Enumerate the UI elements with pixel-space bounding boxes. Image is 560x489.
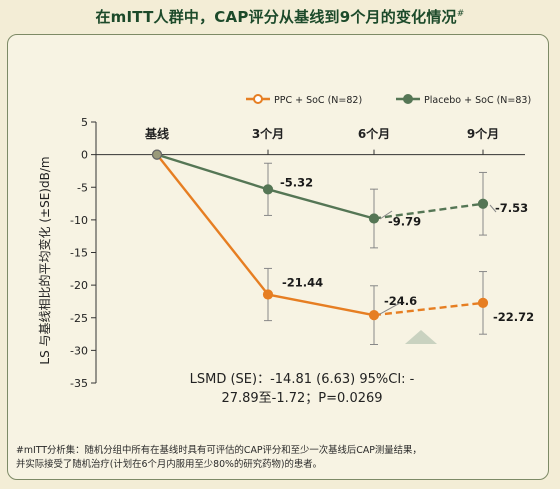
title-footnote-mark: # (456, 9, 465, 19)
legend-entry-label: PPC + SoC (N=82) (274, 95, 362, 106)
y-tick-label: -10 (70, 214, 88, 227)
data-label: -5.32 (280, 175, 313, 189)
data-label: -9.79 (388, 215, 421, 229)
chart-panel (7, 34, 549, 480)
legend-swatch-marker (403, 94, 413, 104)
x-category-label: 9个月 (467, 126, 499, 141)
decorative-triangle (405, 330, 437, 344)
data-point (368, 213, 380, 224)
y-tick-label: -25 (70, 312, 88, 325)
series-line-segment (156, 153, 269, 296)
x-category-label: 6个月 (358, 126, 390, 141)
x-category-label: 3个月 (252, 126, 284, 141)
y-tick-label: 0 (81, 149, 88, 162)
series-line-segment (267, 188, 375, 220)
data-point (477, 198, 489, 209)
data-label: -24.6 (384, 294, 417, 308)
footnote: #mITT分析集：随机分组中所有在基线时具有可评估的CAP评分和至少一次基线后C… (16, 444, 542, 472)
data-point (262, 184, 274, 195)
data-point (477, 297, 489, 308)
chart-title-text: 在mITT人群中，CAP评分从基线到9个月的变化情况 (95, 8, 457, 26)
label-leader-line (489, 204, 497, 213)
lsmd-annotation-line-1: LSMD (SE)：-14.81 (6.63) 95%CI: - (190, 372, 415, 387)
lsmd-annotation-line-2: 27.89至-1.72；P=0.0269 (221, 391, 382, 406)
footnote-line-1: #mITT分析集：随机分组中所有在基线时具有可评估的CAP评分和至少一次基线后C… (16, 445, 422, 456)
series-line-segment (373, 301, 484, 317)
y-tick-label: -5 (77, 181, 88, 194)
label-leader-line (379, 210, 393, 220)
y-tick-label: -35 (70, 377, 88, 390)
data-label: -7.53 (495, 201, 528, 215)
y-axis-label: LS 与基线相比的平均变化 (±SE)dB/m (37, 156, 52, 364)
series-line-segment (156, 153, 269, 191)
data-label: -22.72 (493, 310, 534, 324)
chart-title: 在mITT人群中，CAP评分从基线到9个月的变化情况# (0, 6, 560, 27)
y-tick-label: -30 (70, 344, 88, 357)
legend-swatch-marker (253, 94, 263, 104)
data-point (368, 310, 380, 321)
series-line-segment (373, 202, 484, 220)
data-point (151, 149, 163, 160)
label-leader-line (379, 302, 401, 315)
y-tick-label: 5 (81, 116, 88, 129)
y-tick-label: -20 (70, 279, 88, 292)
series-line-segment (267, 293, 375, 317)
legend-entry-label: Placebo + SoC (N=83) (424, 95, 531, 106)
data-point (262, 289, 274, 300)
data-label: -21.44 (282, 276, 323, 290)
footnote-line-2: 并实际接受了随机治疗(计划在6个月内服用至少80%的研究药物)的患者。 (16, 459, 322, 470)
y-tick-label: -15 (70, 247, 88, 260)
x-category-label: 基线 (144, 126, 169, 141)
